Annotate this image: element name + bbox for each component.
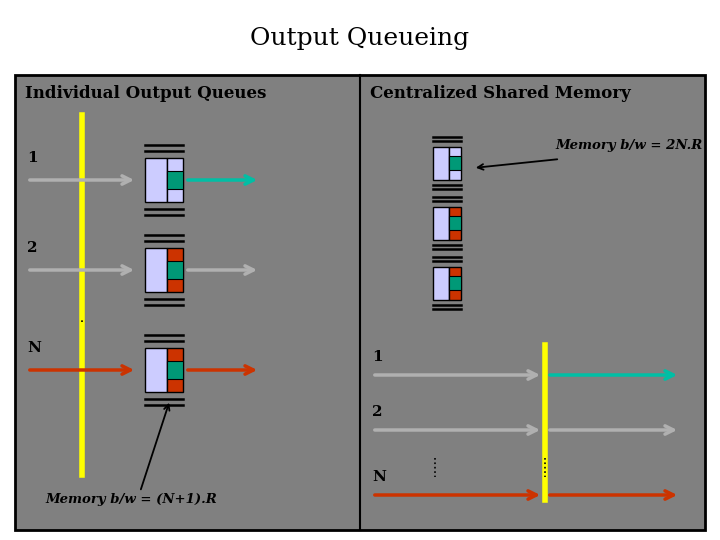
Text: Memory b/w = (N+1).R: Memory b/w = (N+1).R [45, 494, 217, 507]
Bar [167, 261, 183, 279]
Bar [433, 267, 449, 300]
Bar [433, 206, 449, 240]
Bar [449, 216, 461, 230]
Text: 2: 2 [27, 241, 37, 255]
Bar [167, 158, 183, 202]
Bar [167, 361, 183, 379]
Bar [167, 348, 183, 392]
Bar [433, 146, 449, 179]
Text: 1: 1 [372, 350, 382, 364]
Bar [15, 75, 705, 530]
Bar [449, 206, 461, 240]
Text: N: N [372, 470, 386, 484]
Bar [145, 248, 167, 292]
Text: N: N [27, 341, 41, 355]
Bar [449, 156, 461, 170]
Bar [167, 171, 183, 189]
Text: 1: 1 [27, 151, 37, 165]
Text: Output Queueing: Output Queueing [251, 26, 469, 50]
Bar [449, 276, 461, 290]
Bar [167, 248, 183, 292]
Bar [449, 267, 461, 300]
Text: Memory b/w = 2N.R: Memory b/w = 2N.R [555, 138, 702, 152]
Bar [145, 348, 167, 392]
Bar [449, 146, 461, 179]
Text: Individual Output Queues: Individual Output Queues [25, 84, 266, 102]
Text: 2: 2 [372, 405, 382, 419]
Bar [145, 158, 167, 202]
Text: Centralized Shared Memory: Centralized Shared Memory [370, 84, 631, 102]
